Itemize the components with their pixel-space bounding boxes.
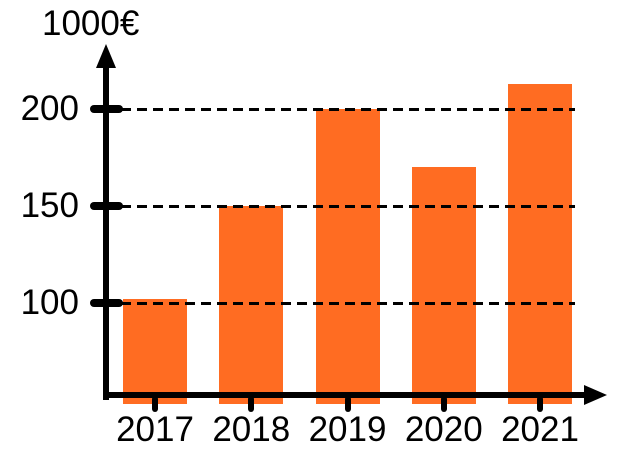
x-tick-2020 (440, 396, 447, 412)
x-axis-label-2019: 2019 (308, 410, 387, 449)
y-tick-label-200: 200 (20, 89, 79, 128)
x-tick-2019 (344, 396, 351, 412)
y-axis-arrow-icon (96, 44, 116, 68)
x-tick-2021 (537, 396, 543, 412)
x-axis-label-2017: 2017 (116, 410, 194, 449)
x-tick-2017 (152, 396, 158, 412)
y-tick-100 (90, 299, 123, 307)
y-tick-label-100: 100 (20, 283, 79, 322)
y-tick-200 (90, 105, 123, 113)
bar-2017 (123, 299, 187, 404)
y-axis-unit-label: 1000€ (42, 4, 140, 43)
x-axis-label-2018: 2018 (212, 410, 291, 449)
x-axis-label-2020: 2020 (404, 410, 483, 449)
gridline-150 (121, 204, 575, 208)
bar-2020 (411, 167, 476, 404)
x-axis-line (103, 392, 587, 398)
y-axis-line (103, 56, 109, 400)
y-tick-150 (90, 202, 123, 210)
bar-2019 (315, 109, 380, 404)
x-axis-label-2021: 2021 (501, 410, 579, 449)
y-tick-label-150: 150 (20, 186, 79, 225)
gridline-200 (121, 107, 575, 111)
bar-2021 (508, 83, 572, 404)
x-tick-2018 (248, 396, 255, 412)
gridline-100 (121, 301, 575, 305)
bar-2018 (219, 206, 284, 404)
x-axis-arrow-icon (584, 385, 607, 405)
